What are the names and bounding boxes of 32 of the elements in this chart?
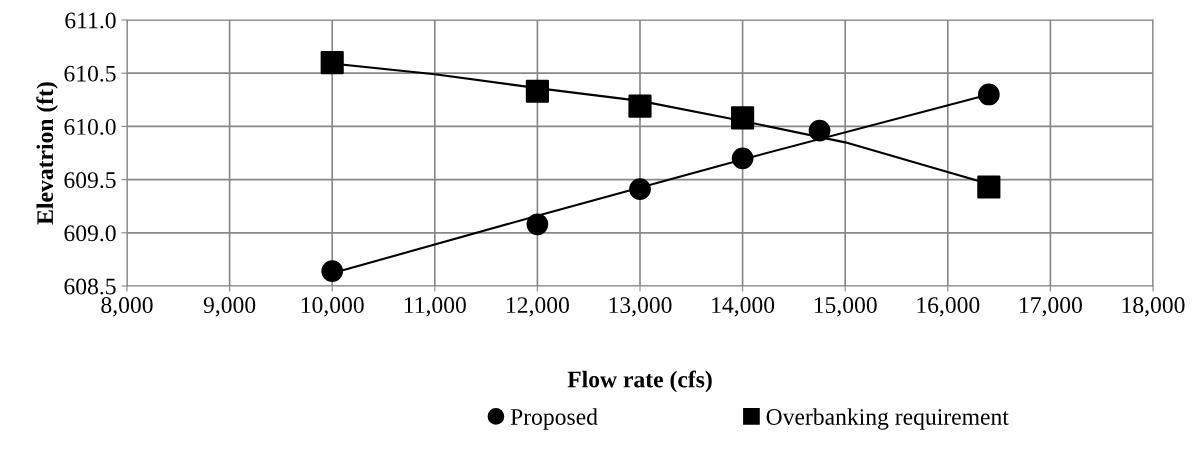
x-tick-label: 18,000 [1122,297,1185,317]
y-tick-label: 611.0 [65,12,116,29]
legend-label: Proposed [510,408,598,430]
point [629,178,651,201]
y-tick-label: 608.5 [64,278,116,295]
x-tick-label: 9,000 [203,297,256,317]
y-tick-label: 610.0 [64,118,116,135]
point [731,106,755,130]
y-tick-label: 610.5 [64,65,116,82]
y-axis-title: Elevatrion (ft) [36,82,58,225]
point [977,83,1000,106]
y-tick-label: 609.0 [64,225,116,242]
legend-label: Overbanking requirement [766,408,1009,430]
x-tick-label: 14,000 [712,297,775,317]
x-tick-label: 12,000 [507,297,569,317]
point [808,119,831,142]
x-axis-title: Flow rate (cfs) [567,370,712,393]
point [320,50,344,75]
point [525,79,549,103]
x-tick-label: 15,000 [814,297,877,317]
x-tick-label: 17,000 [1020,297,1082,317]
point [731,147,754,170]
point [526,213,549,236]
point [628,94,652,118]
x-tick-label: 13,000 [609,297,672,317]
x-tick-label: 8,000 [101,297,153,317]
point [977,175,1001,199]
point [321,260,344,282]
y-tick-label: 609.5 [64,172,116,189]
x-tick-label: 11,000 [404,297,466,317]
x-tick-label: 10,000 [301,297,364,317]
x-tick-label: 16,000 [917,297,980,317]
